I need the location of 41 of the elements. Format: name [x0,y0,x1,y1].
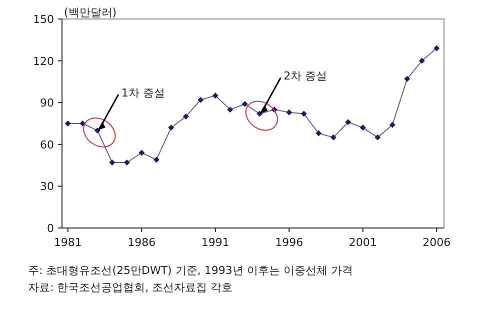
y-tick-label: 0 [47,222,54,235]
annotation: 1차 증설 [121,86,165,100]
point [94,127,100,134]
x-tick-label: 1996 [275,236,304,249]
point [227,106,234,113]
x-tick-label: 2001 [348,236,377,249]
text: 자료: 한국조선공업협회, 조선자료집 각호 [28,281,233,294]
point [124,160,130,166]
point [168,124,174,131]
y-tick-label: 30 [40,180,54,194]
point [316,130,322,136]
y-tick-label: 90 [40,96,54,110]
point [64,120,71,126]
text: 주: 초대형유조선(25만DWT) 기준, 1993년 이후는 이중선체 가격 [28,264,353,277]
point [212,92,218,99]
x-tick-label: 1981 [54,236,82,249]
point [286,109,292,116]
point [374,134,381,140]
point [300,110,307,117]
x-tick-label: 2006 [422,236,451,249]
y-tick-label: 150 [33,13,54,26]
point [138,150,145,156]
point [418,58,425,64]
point [345,119,352,126]
point [182,114,189,120]
point [404,76,410,82]
x-tick-label: 1986 [128,236,156,249]
point [360,124,366,131]
y-tick-label: 60 [40,138,54,152]
point [198,96,204,103]
point [153,156,160,163]
x-tick-label: 1991 [201,236,230,249]
y-axis-title: (백만달러) [64,6,117,19]
point [434,45,440,52]
point [256,110,263,117]
point [109,160,116,166]
point [242,100,248,107]
y-tick-label: 120 [33,54,54,68]
point [330,134,336,140]
point [389,122,396,128]
annotation: 2차 증설 [284,70,328,83]
